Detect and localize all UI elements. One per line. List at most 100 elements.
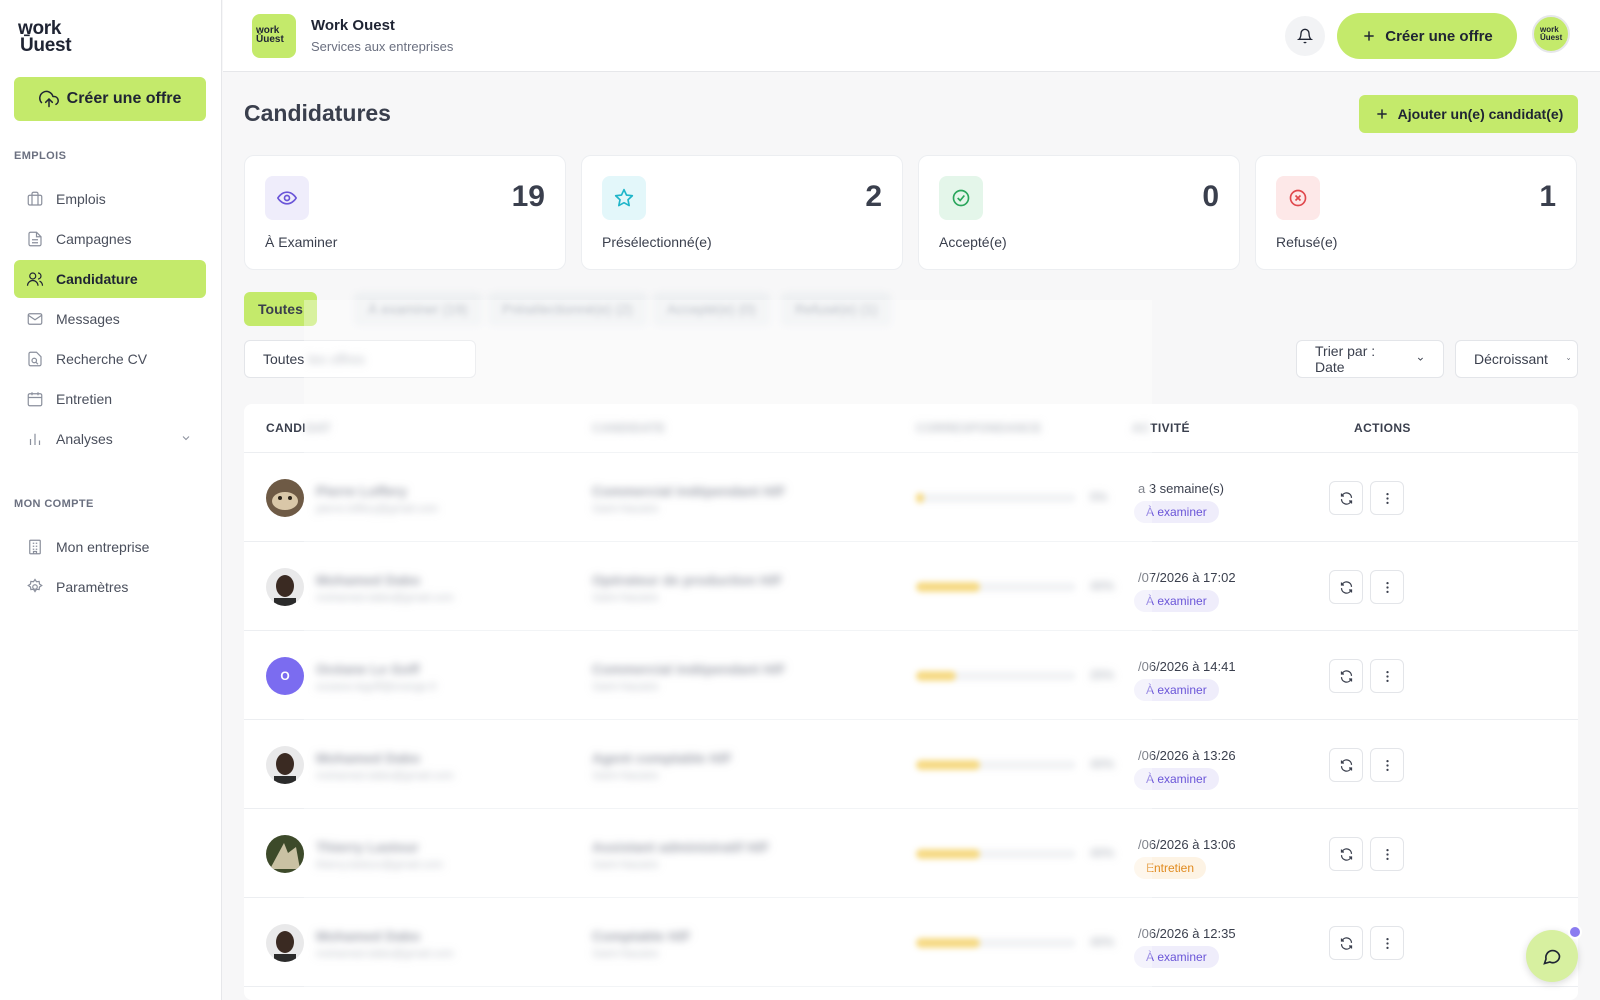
offer-filter-select[interactable]: Toutes les offres (244, 340, 476, 378)
stat-label: À Examiner (265, 234, 338, 250)
sidebar-item-entretien[interactable]: Entretien (14, 380, 206, 418)
sidebar-create-offer-button[interactable]: Créer une offre (14, 77, 206, 121)
avatar[interactable] (266, 479, 304, 517)
table-row[interactable]: Pierre Loffery pierre.loffery@gmail.com Co… (244, 453, 1578, 542)
more-vertical-icon (1385, 670, 1389, 682)
col-match[interactable]: CORRESPONDANCE (916, 421, 1042, 435)
sort-by-value: Trier par : Date (1315, 343, 1376, 375)
sidebar-item-messages[interactable]: Messages (14, 300, 206, 338)
col-actions: ACTIONS (1354, 421, 1411, 435)
sidebar-item-label: Candidature (56, 271, 138, 287)
header-create-offer-button[interactable]: Créer une offre (1337, 13, 1517, 59)
sort-order-select[interactable]: Décroissant (1455, 340, 1578, 378)
more-actions-button[interactable] (1370, 748, 1404, 782)
status-badge: À examiner (1134, 946, 1219, 968)
match-bar-fill (916, 849, 980, 859)
activity-date: a 3 semaine(s) (1138, 481, 1224, 496)
match-percent: 40% (1090, 757, 1115, 771)
user-avatar[interactable]: work Ūuest (1532, 15, 1570, 53)
match-bar (916, 493, 1076, 503)
match-percent: 5% (1090, 490, 1108, 504)
add-candidate-button[interactable]: Ajouter un(e) candidat(e) (1359, 95, 1578, 133)
sort-by-select[interactable]: Trier par : Date (1296, 340, 1444, 378)
tab-all[interactable]: Toutes (244, 292, 317, 326)
sidebar-item-emplois[interactable]: Emplois (14, 180, 206, 218)
briefcase-icon (27, 191, 43, 206)
chevron-down-icon (1567, 358, 1570, 361)
sidebar-item-parametres[interactable]: Paramètres (14, 568, 206, 606)
refresh-icon (1340, 847, 1352, 861)
col-activity[interactable]: ACTIVITÉ (1132, 421, 1190, 435)
change-status-button[interactable] (1329, 570, 1363, 604)
stat-card-to-review[interactable]: 19 À Examiner (244, 155, 566, 270)
refresh-icon (1340, 580, 1352, 594)
change-status-button[interactable] (1329, 837, 1363, 871)
table-row[interactable]: O Océane Le Goff oceane.legoff@orange.fr Co… (244, 631, 1578, 720)
candidate-position: Assistant administratif H/F (592, 839, 770, 855)
match-bar (916, 582, 1076, 592)
more-actions-button[interactable] (1370, 659, 1404, 693)
sidebar-item-label: Paramètres (56, 579, 129, 595)
sidebar-item-mon-entreprise[interactable]: Mon entreprise (14, 528, 206, 566)
more-vertical-icon (1385, 581, 1389, 593)
table-row[interactable]: Mohamed Dabo mohamed.dabo@gmail.com Compta… (244, 898, 1578, 987)
table-row[interactable]: Thierry Lastour thierry.lastour@gmail.com… (244, 809, 1578, 898)
candidate-position: Commercial indépendant H/F (592, 661, 786, 677)
candidate-location: Saint-Nazaire (592, 770, 659, 782)
sidebar-item-label: Analyses (56, 431, 113, 447)
plus-icon (1376, 109, 1387, 119)
chart-icon (29, 433, 41, 445)
avatar[interactable] (266, 835, 304, 873)
notifications-button[interactable] (1285, 16, 1325, 56)
avatar[interactable] (266, 924, 304, 962)
col-position[interactable]: CANDIDATE (592, 421, 666, 435)
sidebar-item-candidature[interactable]: Candidature (14, 260, 206, 298)
more-actions-button[interactable] (1370, 926, 1404, 960)
col-candidate[interactable]: CANDIDAT (266, 421, 331, 435)
star-icon (602, 176, 646, 220)
brand-logo[interactable]: work Ūuest (18, 19, 72, 55)
plus-icon (1364, 31, 1374, 41)
stat-card-shortlisted[interactable]: 2 Présélectionné(e) (581, 155, 903, 270)
header-create-offer-label: Créer une offre (1385, 27, 1493, 45)
stat-card-accepted[interactable]: 0 Accepté(e) (918, 155, 1240, 270)
table-row[interactable]: Mohamed Dabo mohamed.dabo@gmail.com Opérat… (244, 542, 1578, 631)
avatar[interactable] (266, 568, 304, 606)
stat-card-refused[interactable]: 1 Refusé(e) (1255, 155, 1577, 270)
applications-table: CANDIDAT CANDIDATE CORRESPONDANCE ACTIVI… (244, 404, 1578, 1000)
sidebar-item-label: Entretien (56, 391, 113, 407)
tab-to-review[interactable]: À examiner (19) (354, 292, 482, 326)
document-icon (28, 231, 42, 247)
more-actions-button[interactable] (1370, 570, 1404, 604)
refresh-icon (1340, 758, 1352, 772)
more-actions-button[interactable] (1370, 837, 1404, 871)
match-bar-fill (916, 938, 980, 948)
candidate-name: Thierry Lastour (316, 839, 419, 855)
change-status-button[interactable] (1329, 748, 1363, 782)
candidate-name: Mohamed Dabo (316, 750, 421, 766)
table-row[interactable]: Mohamed Dabo mohamed.dabo@gmail.com Agent … (244, 720, 1578, 809)
candidate-email: thierry.lastour@gmail.com (316, 859, 444, 871)
avatar[interactable]: O (266, 657, 304, 695)
change-status-button[interactable] (1329, 481, 1363, 515)
sidebar-item-analyses[interactable]: Analyses (14, 420, 206, 458)
more-actions-button[interactable] (1370, 481, 1404, 515)
match-bar-fill (916, 493, 924, 503)
avatar[interactable] (266, 746, 304, 784)
sidebar-item-campagnes[interactable]: Campagnes (14, 220, 206, 258)
candidate-location: Saint-Nazaire (592, 948, 659, 960)
tab-refused[interactable]: Refusé(e) (1) (781, 292, 892, 326)
change-status-button[interactable] (1329, 926, 1363, 960)
candidate-email: pierre.loffery@gmail.com (316, 503, 439, 515)
sidebar-item-recherche-cv[interactable]: Recherche CV (14, 340, 206, 378)
candidate-name: Mohamed Dabo (316, 572, 421, 588)
tab-accepted[interactable]: Accepté(e) (0) (653, 292, 770, 326)
stat-value: 1 (1539, 180, 1556, 213)
status-badge: À examiner (1134, 679, 1219, 701)
x-circle-icon (1276, 176, 1320, 220)
sidebar-item-label: Mon entreprise (56, 539, 150, 555)
chat-button[interactable] (1526, 930, 1578, 982)
change-status-button[interactable] (1329, 659, 1363, 693)
tab-shortlisted[interactable]: Présélectionné(e) (2) (488, 292, 647, 326)
candidate-email: mohamed.dabo@gmail.com (316, 770, 454, 782)
